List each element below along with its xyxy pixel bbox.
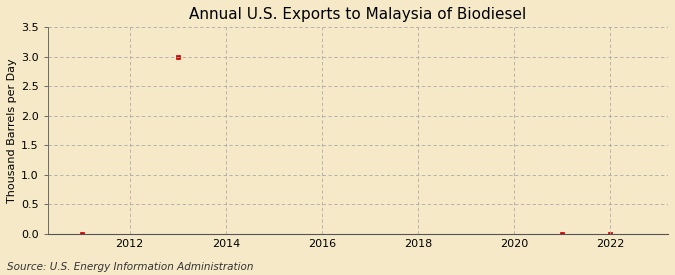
Text: Source: U.S. Energy Information Administration: Source: U.S. Energy Information Administ… bbox=[7, 262, 253, 272]
Title: Annual U.S. Exports to Malaysia of Biodiesel: Annual U.S. Exports to Malaysia of Biodi… bbox=[190, 7, 526, 22]
Y-axis label: Thousand Barrels per Day: Thousand Barrels per Day bbox=[7, 58, 17, 203]
